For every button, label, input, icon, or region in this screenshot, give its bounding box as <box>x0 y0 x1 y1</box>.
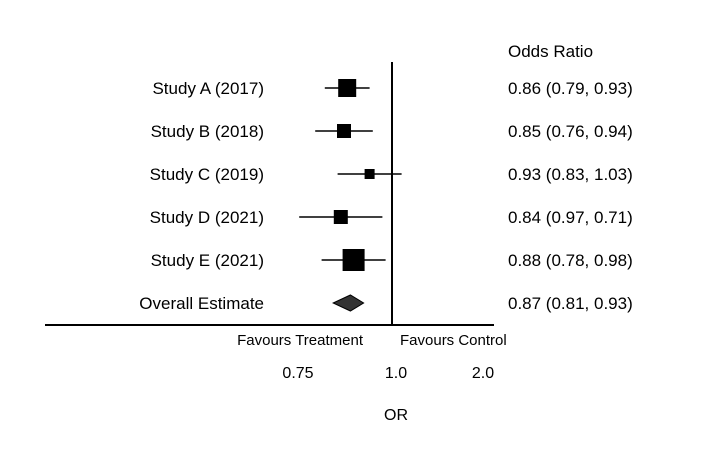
study-e-or-value: 0.88 (0.78, 0.98) <box>508 251 633 270</box>
study-d-row: Study D (2021) 0.84 (0.97, 0.71) <box>150 208 633 227</box>
overall-estimate-diamond <box>332 294 365 312</box>
study-d-or-value: 0.84 (0.97, 0.71) <box>508 208 633 227</box>
study-a-point-estimate <box>338 79 357 97</box>
favours-control-label: Favours Control <box>400 332 507 349</box>
study-a-label: Study A (2017) <box>152 79 264 98</box>
study-d-label: Study D (2021) <box>150 208 264 227</box>
x-tick-2-0: 2.0 <box>472 365 494 382</box>
x-tick-1-0: 1.0 <box>385 365 407 382</box>
favours-treatment-label: Favours Treatment <box>237 332 364 349</box>
x-axis-title: OR <box>384 407 408 424</box>
overall-estimate-or-value: 0.87 (0.81, 0.93) <box>508 294 633 313</box>
study-a-or-value: 0.86 (0.79, 0.93) <box>508 79 633 98</box>
study-a-row: Study A (2017) 0.86 (0.79, 0.93) <box>152 79 633 98</box>
odds-ratio-column-header: Odds Ratio <box>508 42 593 61</box>
study-b-point-estimate <box>337 124 351 138</box>
study-c-row: Study C (2019) 0.93 (0.83, 1.03) <box>150 165 633 184</box>
overall-estimate-label: Overall Estimate <box>139 294 264 313</box>
x-tick-0-75: 0.75 <box>282 365 313 382</box>
study-b-or-value: 0.85 (0.76, 0.94) <box>508 122 633 141</box>
x-tick-labels: 0.75 1.0 2.0 <box>282 365 494 382</box>
overall-estimate-row: Overall Estimate 0.87 (0.81, 0.93) <box>139 294 632 313</box>
study-e-row: Study E (2021) 0.88 (0.78, 0.98) <box>151 249 633 271</box>
study-c-or-value: 0.93 (0.83, 1.03) <box>508 165 633 184</box>
study-b-row: Study B (2018) 0.85 (0.76, 0.94) <box>151 122 633 141</box>
rows-layer: Study A (2017) 0.86 (0.79, 0.93) Study B (… <box>139 79 633 313</box>
study-c-label: Study C (2019) <box>150 165 264 184</box>
study-b-label: Study B (2018) <box>151 122 264 141</box>
study-c-point-estimate <box>364 169 375 179</box>
study-d-point-estimate <box>333 210 348 224</box>
study-e-point-estimate <box>342 249 365 271</box>
study-e-label: Study E (2021) <box>151 251 264 270</box>
